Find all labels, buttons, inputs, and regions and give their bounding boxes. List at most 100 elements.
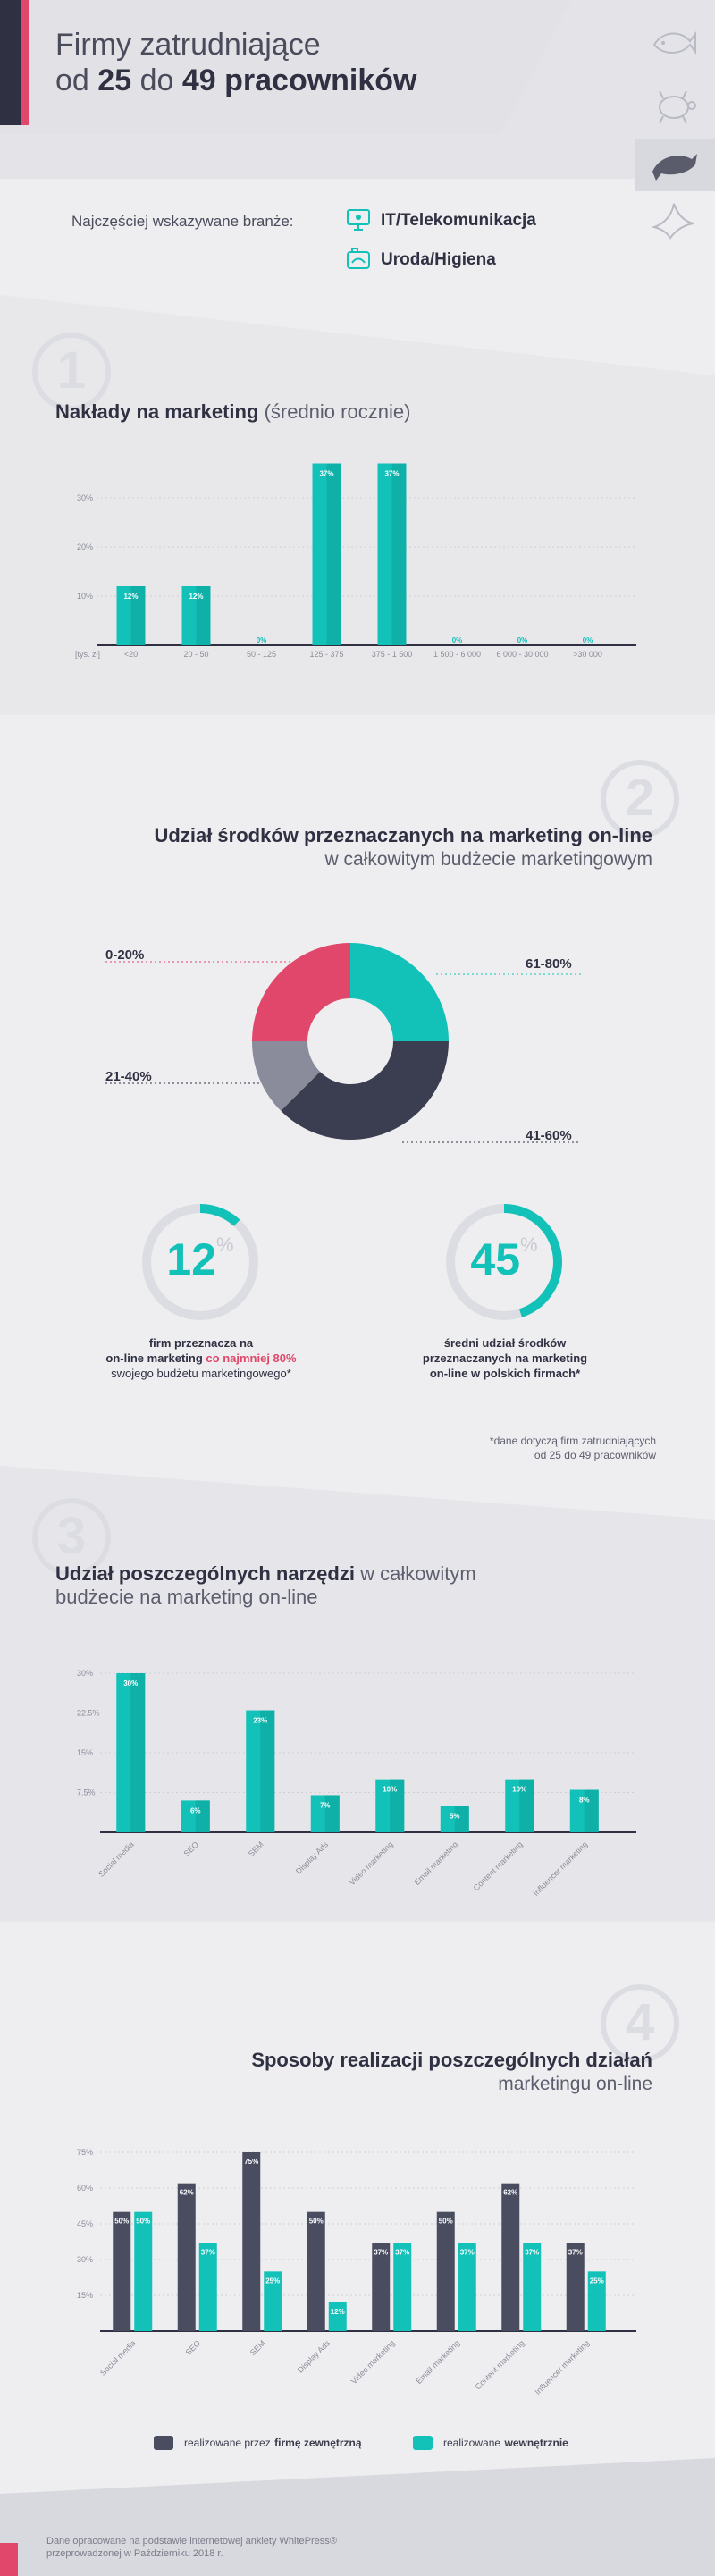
ring-progress: [446, 1204, 562, 1320]
bar-value-label: 0%: [583, 636, 593, 644]
bar-value-label: 10%: [512, 1786, 526, 1794]
bar-shade: [195, 1800, 210, 1832]
fish-icon: [651, 25, 697, 65]
footnote-line2: od 25 do 49 pracowników: [534, 1449, 656, 1461]
section-3-title-bold: Udział poszczególnych narzędzi: [55, 1562, 355, 1585]
x-tick-label: Display Ads: [296, 2338, 332, 2375]
bar-external: [436, 2211, 455, 2331]
bird-icon: [651, 200, 697, 244]
x-tick-label: 20 - 50: [183, 650, 208, 659]
bar-value-label: 62%: [180, 2189, 194, 2197]
stat-1-line2-b: co najmniej 80%: [206, 1351, 297, 1365]
bar-value-label: 50%: [309, 2218, 324, 2226]
bar-value-label: 0%: [452, 636, 463, 644]
x-tick-label: 50 - 125: [247, 650, 276, 659]
section-2-title-line1: Udział środków przeznaczanych na marketi…: [154, 824, 652, 846]
bar-value-label: 0%: [517, 636, 528, 644]
section-4-title-line1: Sposoby realizacji poszczególnych działa…: [251, 2049, 652, 2071]
bar-value-label: 50%: [114, 2218, 129, 2226]
stat-2-number: 45: [470, 1234, 521, 1284]
bar-shade: [130, 1673, 146, 1832]
bar-external: [307, 2211, 325, 2331]
bar-shade: [326, 463, 341, 645]
footer-line2: przeprowadzonej w Październiku 2018 r.: [46, 2548, 223, 2559]
y-tick-label: 22.5%: [77, 1709, 100, 1718]
x-tick-label: SEM: [247, 1839, 265, 1858]
x-tick-label: Email marketing: [414, 2338, 461, 2386]
chart-marketing-spend: 10% 20% 30% [tys. zł] 12% <20 12% 20 - 50 0% 50 -…: [75, 463, 636, 659]
bar-value-label: 37%: [568, 2248, 583, 2256]
bar-value-label: 30%: [123, 1679, 138, 1688]
x-tick-label: Display Ads: [294, 1839, 331, 1876]
section-1-number: 1: [32, 333, 111, 411]
title-tail: pracowników: [224, 63, 417, 97]
bar-value-label: 12%: [189, 593, 203, 601]
chart-realization: 15% 30% 45% 60% 75% 50% 50% Social media 62% 37% S…: [77, 2148, 636, 2395]
stat-2-line3: on-line w polskich firmach*: [429, 1367, 581, 1380]
x-tick-label: 1 500 - 6 000: [433, 650, 481, 659]
x-tick-label: Content marketing: [472, 1839, 525, 1892]
donut-label-41-60: 41-60%: [526, 1128, 572, 1143]
stat-1-line2: on-line marketing co najmniej 80%: [89, 1351, 313, 1366]
stat-1-line3: swojego budżetu marketingowego*: [111, 1367, 291, 1380]
donut-label-61-80: 61-80%: [526, 956, 572, 972]
y-tick-label: 30%: [77, 2255, 93, 2264]
bar-external: [566, 2243, 585, 2331]
ring-progress: [142, 1204, 258, 1320]
x-tick-label: 125 - 375: [309, 650, 343, 659]
donut-slice-0-20: [252, 943, 350, 1041]
legend-external: realizowane przez firmę zewnętrzną: [154, 2435, 362, 2451]
stat-12-value: 12%: [139, 1233, 261, 1285]
bar-internal: [328, 2302, 347, 2331]
stat-1-line1: firm przeznacza na: [148, 1336, 254, 1350]
bar-value-label: 25%: [265, 2277, 280, 2285]
title-od: od: [55, 63, 89, 97]
bar-internal: [393, 2243, 412, 2331]
x-tick-label: Video marketing: [348, 1839, 395, 1887]
section-2-footnote: *dane dotyczą firm zatrudniających od 25…: [490, 1434, 656, 1462]
donut-slice-41-60: [281, 1041, 449, 1140]
section-1-title-light: (średnio rocznie): [264, 400, 411, 423]
y-tick-label: 15%: [77, 2291, 93, 2300]
bar-value-label: 37%: [319, 470, 333, 478]
bar-shade: [390, 1779, 405, 1832]
bar-value-label: 25%: [590, 2277, 604, 2285]
section-4-title-line2: marketingu on-line: [498, 2074, 652, 2094]
bar-value-label: 6%: [190, 1806, 201, 1814]
bar-value-label: 8%: [579, 1797, 590, 1805]
stat-45-value: 45%: [443, 1233, 565, 1285]
bar-internal: [198, 2243, 217, 2331]
page-title-line1: Firmy zatrudniające: [55, 28, 321, 62]
footnote-line1: *dane dotyczą firm zatrudniających: [489, 1435, 656, 1447]
bar-shade: [130, 586, 146, 645]
title-do: do: [139, 63, 174, 97]
stat-45-ring: [446, 1204, 562, 1320]
x-tick-label: <20: [124, 650, 138, 659]
x-tick-label: SEO: [182, 1839, 201, 1858]
section-3-title-light2: budżecie na marketing on-line: [55, 1586, 318, 1608]
y-tick-label: 75%: [77, 2148, 93, 2157]
cosmetics-icon: [345, 247, 372, 276]
stat-1-number: 12: [166, 1234, 217, 1284]
x-tick-label: Social media: [97, 1839, 136, 1879]
chart-online-share-donut: [105, 943, 581, 1143]
legend-internal: realizowane wewnętrznie: [413, 2435, 568, 2451]
section-1-title: Nakłady na marketing (średnio rocznie): [55, 400, 410, 424]
page-title-line2: od 25 do 49 pracowników: [55, 63, 417, 98]
x-tick-label: Influencer marketing: [533, 2338, 591, 2395]
y-tick-label: 10%: [77, 592, 93, 601]
donut-label-0-20: 0-20%: [105, 947, 145, 963]
y-tick-label: 45%: [77, 2219, 93, 2228]
stat-1-line2-a: on-line marketing: [105, 1351, 203, 1365]
bar-value-label: 10%: [383, 1786, 397, 1794]
x-tick-label: SEO: [184, 2338, 203, 2357]
bar-external: [113, 2211, 131, 2331]
bar-shade: [196, 586, 211, 645]
bar-shade: [260, 1710, 275, 1832]
bar-internal: [587, 2271, 606, 2331]
bar-value-label: 37%: [201, 2248, 215, 2256]
section-1-title-bold: Nakłady na marketing: [55, 400, 259, 423]
bar-external: [242, 2152, 261, 2331]
y-tick-label: 15%: [77, 1748, 93, 1757]
y-tick-label: 20%: [77, 543, 93, 551]
